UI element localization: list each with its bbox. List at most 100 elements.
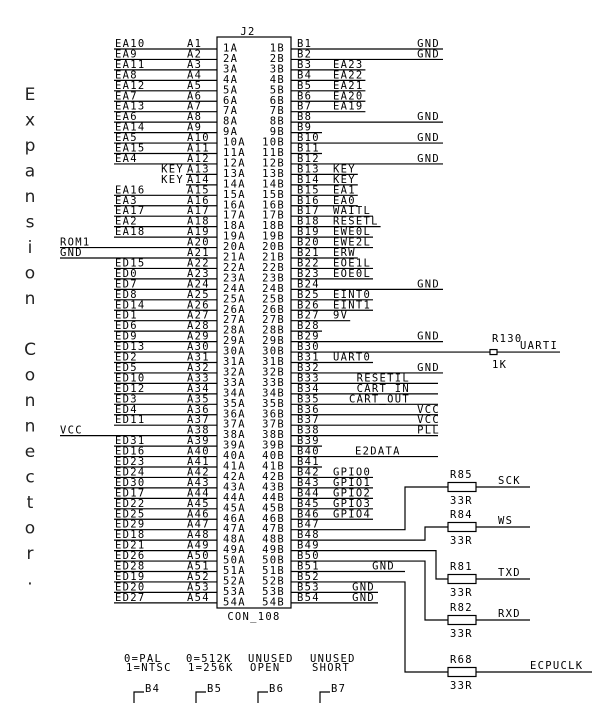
net-label-b33: RESETIL	[357, 372, 410, 384]
net-label-a9: EA14	[115, 122, 146, 134]
net-label-a36: ED4	[115, 404, 138, 416]
net-label-b35: CART_OUT	[349, 393, 410, 405]
pin-label-a9: A9	[187, 122, 202, 134]
pin-number-18a: 18A	[223, 220, 246, 232]
jumper-option-line1: 0=PAL	[124, 653, 162, 665]
pin-number-54b: 54B	[262, 596, 285, 608]
title-letter: i	[28, 238, 33, 258]
pin-number-31a: 31A	[223, 356, 246, 368]
pin-label-b6: B6	[297, 90, 312, 102]
net-label-b42: GPIO0	[333, 466, 371, 478]
pin-number-53b: 53B	[262, 586, 285, 598]
pin-number-20a: 20A	[223, 241, 246, 253]
pin-number-33b: 33B	[262, 377, 285, 389]
jumper-option-line2: 1=NTSC	[126, 662, 172, 674]
jumper-option-line1: UNUSED	[248, 653, 294, 665]
pin-number-38a: 38A	[223, 429, 246, 441]
resistor-value: 33R	[450, 628, 473, 640]
net-label-a13: KEY	[161, 163, 184, 175]
pin-label-a20: A20	[187, 237, 210, 249]
net-label-a3: EA11	[115, 59, 146, 71]
net-label-a20: ROM1	[60, 237, 91, 249]
pin-number-14b: 14B	[262, 178, 285, 190]
pin-label-a38: A38	[187, 425, 210, 437]
pin-label-a46: A46	[187, 508, 210, 520]
pin-number-5b: 5B	[270, 84, 285, 96]
pin-label-a24: A24	[187, 278, 210, 290]
pin-number-32a: 32A	[223, 366, 246, 378]
pin-number-49b: 49B	[262, 544, 285, 556]
pin-label-a48: A48	[187, 529, 210, 541]
pin-label-a15: A15	[187, 184, 210, 196]
title-letter: n	[25, 289, 36, 309]
pin-label-a19: A19	[187, 226, 210, 238]
net-label-b51: GND	[372, 561, 395, 573]
pin-label-b34: B34	[297, 383, 320, 395]
resistor-ref-r130: R130	[492, 333, 523, 345]
pin-label-b46: B46	[297, 508, 320, 520]
pin-label-a23: A23	[187, 268, 210, 280]
jumper-option-line2: OPEN	[250, 662, 281, 674]
pin-label-a34: A34	[187, 383, 210, 395]
net-label-b1: GND	[417, 38, 440, 50]
pin-label-b52: B52	[297, 571, 320, 583]
resistor-r84	[447, 521, 477, 533]
net-label-a2: EA9	[115, 48, 138, 60]
pin-number-33a: 33A	[223, 377, 246, 389]
net-label-a21: GND	[60, 247, 83, 259]
pin-number-50a: 50A	[223, 555, 246, 567]
pin-number-14a: 14A	[223, 178, 246, 190]
pin-number-41b: 41B	[262, 461, 285, 473]
pin-number-35a: 35A	[223, 398, 246, 410]
pin-number-34a: 34A	[223, 387, 246, 399]
title-letter: C	[24, 340, 36, 360]
net-label-a42: ED24	[115, 466, 146, 478]
connector-ref: J2	[240, 26, 255, 38]
jumper-b6	[257, 691, 268, 703]
pin-label-a7: A7	[187, 101, 202, 113]
title-letter: n	[25, 417, 36, 437]
pin-label-a27: A27	[187, 310, 210, 322]
net-label-a8: EA6	[115, 111, 138, 123]
pin-number-28b: 28B	[262, 325, 285, 337]
pin-number-48b: 48B	[262, 534, 285, 546]
jumper-option-line1: 0=512K	[186, 653, 232, 665]
net-label-a52: ED19	[115, 571, 146, 583]
net-label-b23: EOE0L	[333, 268, 371, 280]
pin-label-b12: B12	[297, 153, 320, 165]
net-label-b16: EA0	[333, 195, 356, 207]
resistor-ref: R85	[450, 469, 473, 481]
pin-number-9a: 9A	[223, 126, 238, 138]
pin-number-20b: 20B	[262, 241, 285, 253]
pin-label-a4: A4	[187, 69, 202, 81]
pin-label-a14: A14	[187, 174, 210, 186]
pin-label-b29: B29	[297, 331, 320, 343]
pin-label-b39: B39	[297, 435, 320, 447]
net-label-a32: ED5	[115, 362, 138, 374]
pin-number-2a: 2A	[223, 53, 238, 65]
pin-label-b17: B17	[297, 205, 320, 217]
pin-label-b9: B9	[297, 122, 312, 134]
net-label-a18: EA2	[115, 216, 138, 228]
jumper-pin-label: B4	[145, 683, 160, 695]
pin-number-42b: 42B	[262, 471, 285, 483]
pin-label-a21: A21	[187, 247, 210, 259]
pin-label-b26: B26	[297, 299, 320, 311]
net-label-a15: EA16	[115, 184, 146, 196]
jumper-b4	[133, 691, 144, 703]
net-label-a19: EA18	[115, 226, 146, 238]
net-label-sck: SCK	[498, 475, 521, 487]
pin-label-a45: A45	[187, 498, 210, 510]
pin-number-42a: 42A	[223, 471, 246, 483]
net-label-a7: EA13	[115, 101, 146, 113]
pin-label-a31: A31	[187, 352, 210, 364]
pin-label-a17: A17	[187, 205, 210, 217]
net-label-b15: EA1	[333, 184, 356, 196]
title-letter: r	[27, 544, 34, 564]
pin-label-b54: B54	[297, 592, 320, 604]
title-letter: a	[25, 162, 35, 182]
pin-number-28a: 28A	[223, 325, 246, 337]
net-label-a23: ED0	[115, 268, 138, 280]
resistor-ref: R81	[450, 561, 473, 573]
pin-label-b18: B18	[297, 216, 320, 228]
